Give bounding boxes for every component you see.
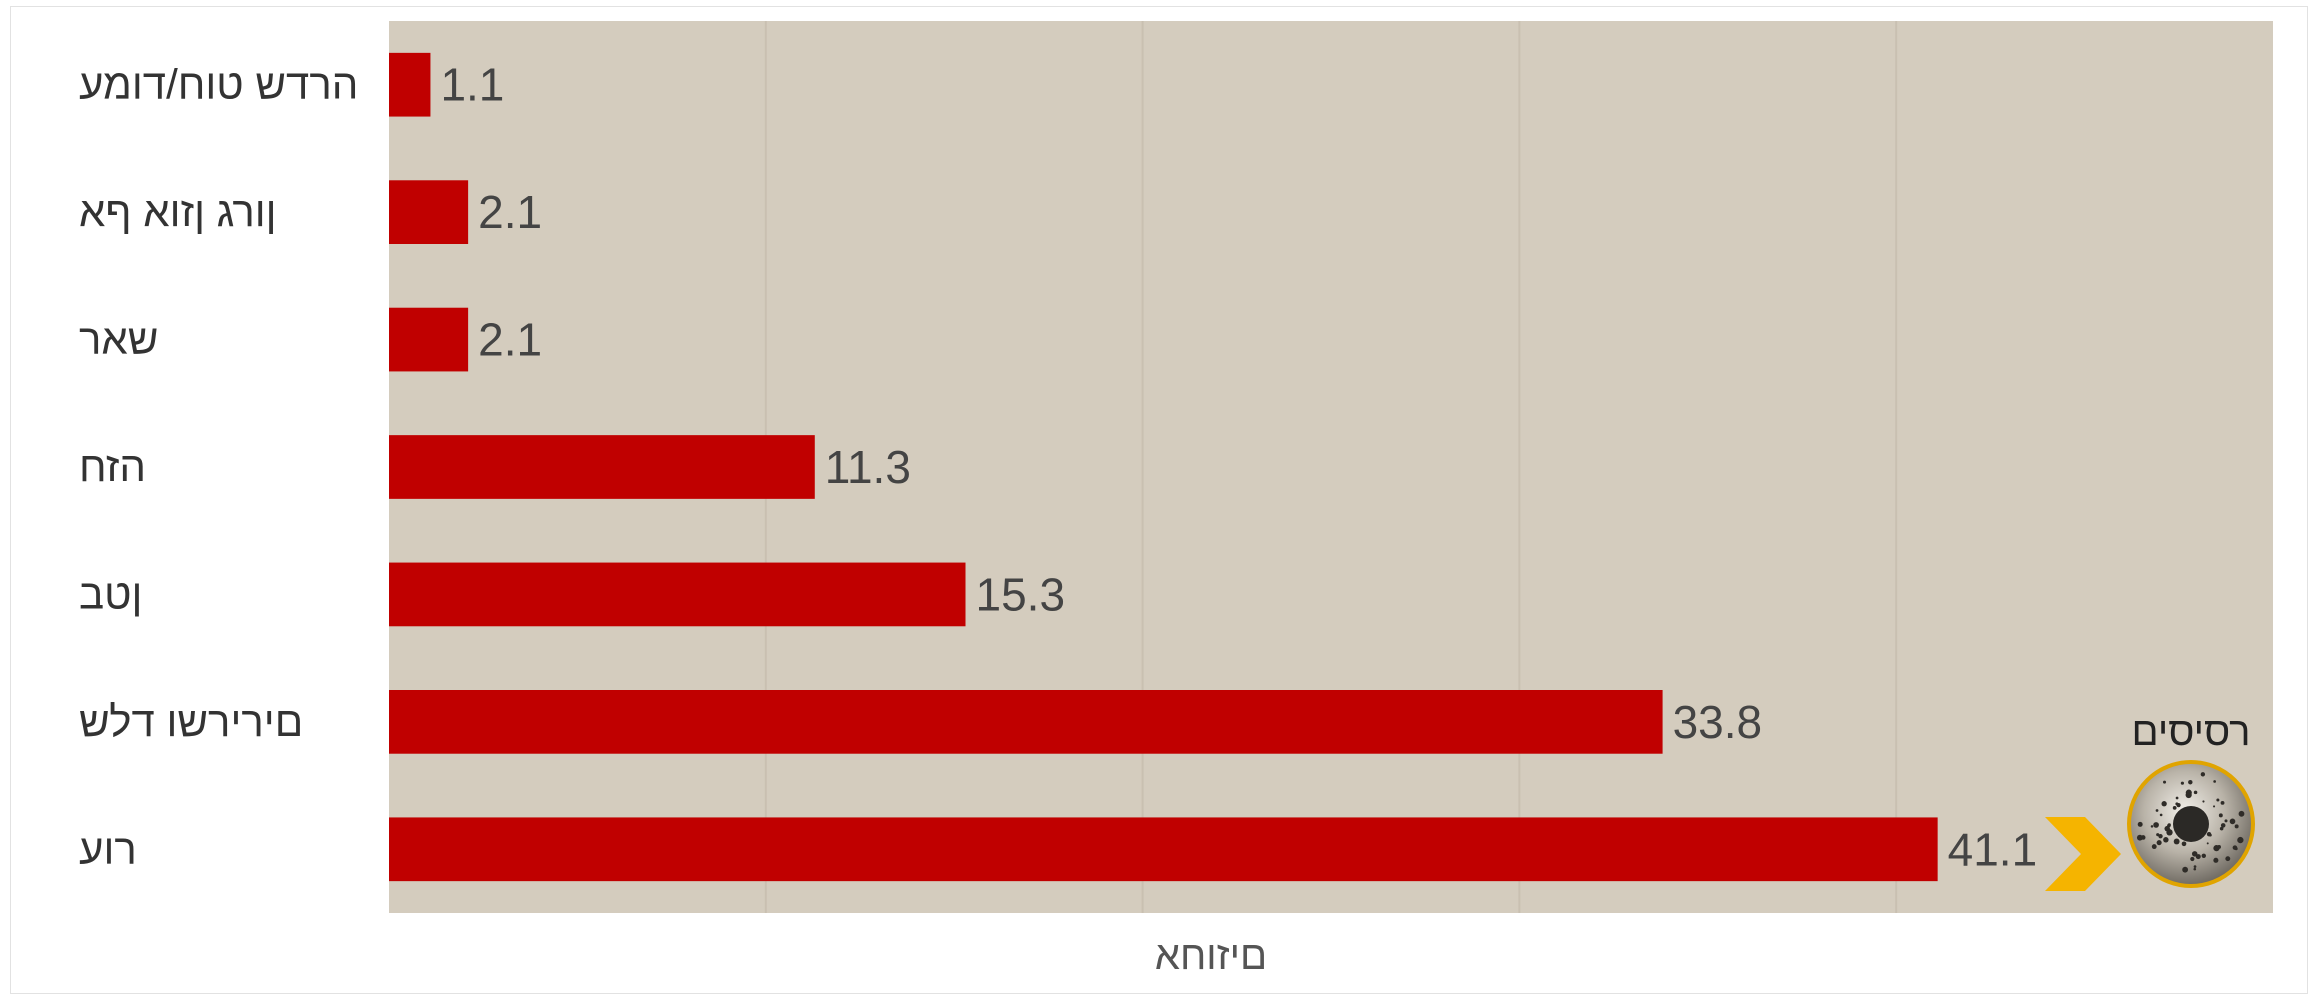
category-label: ןטב: [79, 570, 142, 617]
bar-chart: 41.1 33.8 15.3 11.3 2.1 2.1 1.1 רוע םירירשו דלש…: [79, 21, 2273, 978]
bar: [389, 307, 469, 372]
value-label: 15.3: [976, 568, 1066, 620]
value-label: 2.1: [478, 314, 542, 366]
category-label: םירירשו דלש: [79, 698, 303, 745]
bar: [389, 435, 815, 499]
category-label: הרדש טוח/דומע: [79, 61, 358, 108]
value-label: 41.1: [1948, 823, 2038, 875]
chevron-right-icon: [2045, 817, 2121, 891]
value-label: 2.1: [478, 186, 542, 238]
shrapnel-ball-icon: [2127, 760, 2255, 888]
value-label: 11.3: [825, 441, 911, 493]
bar: [389, 817, 1938, 882]
bar: [389, 52, 431, 117]
category-labels: רוע םירירשו דלש ןטב הזח שאר ןורג ןזוא ףא הרדש …: [79, 61, 358, 873]
brand-badge: רסיסים: [2045, 710, 2255, 891]
category-label: רוע: [79, 825, 137, 872]
x-axis-title: םיזוחא: [1155, 934, 1267, 978]
bar: [389, 562, 966, 627]
category-label: שאר: [79, 316, 158, 363]
category-label: ןורג ןזוא ףא: [79, 188, 277, 235]
brand-label: רסיסים: [2132, 710, 2251, 754]
bar: [389, 180, 469, 244]
chart-frame: 41.1 33.8 15.3 11.3 2.1 2.1 1.1 רוע םירירשו דלש…: [10, 6, 2308, 994]
value-labels: 41.1 33.8 15.3 11.3 2.1 2.1 1.1: [440, 59, 2037, 876]
value-label: 33.8: [1673, 696, 1763, 748]
bar: [389, 690, 1663, 754]
bars: [389, 52, 1938, 882]
value-label: 1.1: [440, 59, 504, 111]
gridlines: [764, 21, 1898, 913]
category-label: הזח: [79, 443, 146, 490]
